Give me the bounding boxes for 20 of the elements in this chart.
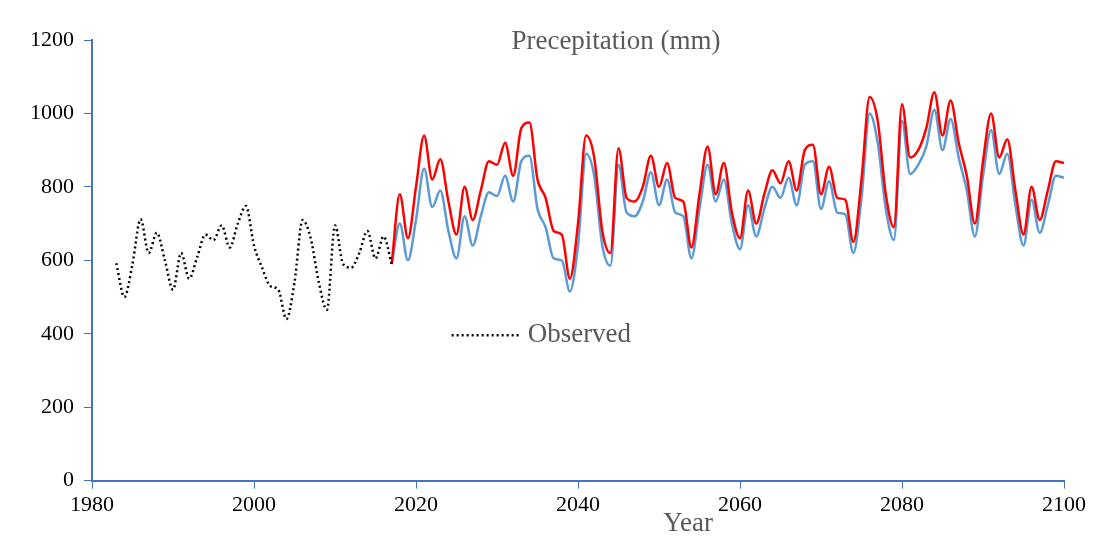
x-tick-label: 1980 <box>70 490 114 516</box>
x-tick-label: 2020 <box>394 490 438 516</box>
line-series <box>115 204 393 321</box>
x-axis-title: Year <box>663 507 713 538</box>
y-tick-label: 200 <box>41 392 74 418</box>
y-tick-label: 1000 <box>30 99 74 125</box>
y-tick-label: 0 <box>63 466 74 492</box>
chart-title: Precepitation (mm) <box>511 25 721 56</box>
x-tick-label: 2100 <box>1042 490 1086 516</box>
x-tick-label: 2040 <box>556 490 600 516</box>
x-tick-label: 2060 <box>718 490 762 516</box>
line-series <box>390 108 1064 293</box>
x-tick-label: 2080 <box>880 490 924 516</box>
y-tick-label: 800 <box>41 172 74 198</box>
x-tick-label: 2000 <box>232 490 276 516</box>
line-series <box>390 90 1064 280</box>
y-tick-label: 400 <box>41 319 74 345</box>
legend-label: Observed <box>527 318 632 349</box>
y-tick-label: 600 <box>41 246 74 272</box>
y-tick-label: 1200 <box>30 25 74 51</box>
